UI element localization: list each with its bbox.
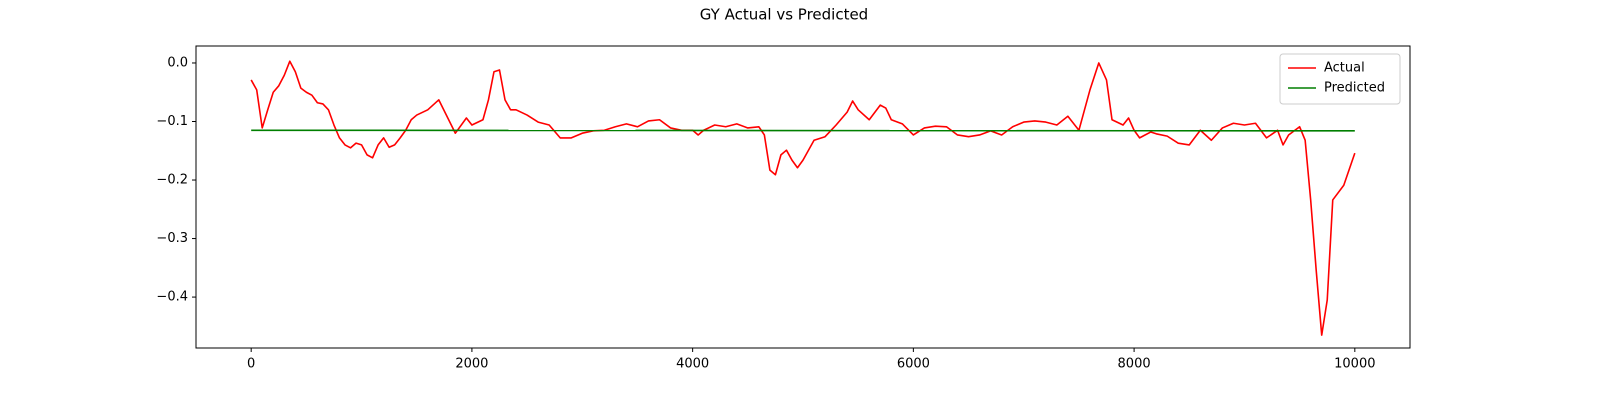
y-tick-label: −0.2 [156,173,188,188]
chart-title: GY Actual vs Predicted [700,6,868,24]
legend-label: Actual [1324,61,1365,76]
line-series [251,129,1355,132]
line-series [250,60,1356,336]
legend-box [1279,53,1401,105]
y-tick-label: 0.0 [167,55,188,70]
x-tick-label: 0 [247,357,255,372]
x-tick-label: 8000 [1118,357,1151,372]
x-tick-label: 2000 [455,357,488,372]
x-tick-label: 4000 [676,357,709,372]
y-tick-label: −0.4 [156,290,188,305]
x-tick-label: 6000 [897,357,930,372]
legend-label: Predicted [1324,81,1385,96]
y-tick-label: −0.3 [156,231,188,246]
x-tick-label: 10000 [1334,357,1375,372]
y-tick-label: −0.1 [156,114,188,129]
axes-frame [195,45,1411,349]
